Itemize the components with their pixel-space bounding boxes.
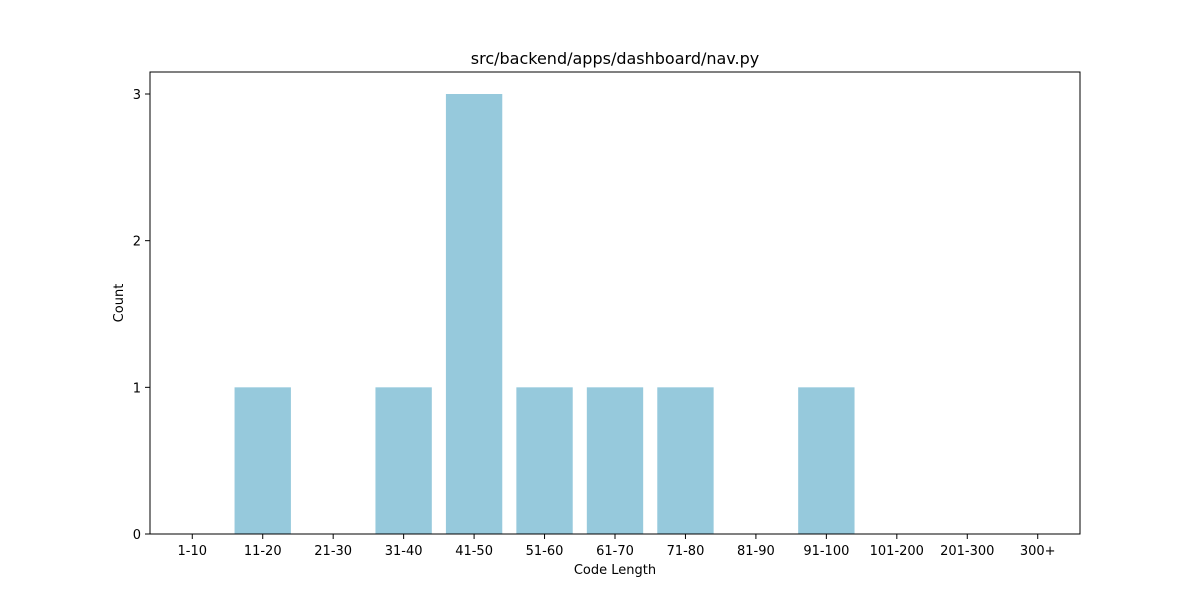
x-tick-label: 51-60 [526,544,564,559]
chart-title: src/backend/apps/dashboard/nav.py [471,49,760,68]
x-tick-label: 101-200 [870,544,924,559]
x-tick-label: 71-80 [667,544,705,559]
x-tick-label: 21-30 [314,544,352,559]
x-tick-label: 201-300 [940,544,994,559]
y-tick-label: 3 [133,88,141,103]
x-tick-label: 61-70 [596,544,634,559]
x-tick-label: 31-40 [385,544,423,559]
y-axis-ticks: 0 1 2 3 [133,88,150,543]
bar-51-60 [516,387,573,534]
x-axis-ticks: 1-10 11-20 21-30 31-40 41-50 51-60 61-70 71-80 8… [178,534,1056,559]
bar-91-100 [798,387,855,534]
bar-11-20 [234,387,291,534]
y-tick-label: 0 [133,528,141,543]
x-tick-label: 41-50 [455,544,493,559]
x-tick-label: 11-20 [244,544,282,559]
y-tick-label: 1 [133,381,141,396]
bar-71-80 [657,387,714,534]
bar-41-50 [445,94,503,534]
bars-layer [234,94,855,534]
y-tick-label: 2 [133,235,141,250]
x-tick-label: 1-10 [178,544,208,559]
bar-31-40 [375,387,432,534]
y-axis-label: Count [112,284,127,323]
x-axis-label: Code Length [574,563,656,578]
x-tick-label: 300+ [1020,544,1056,559]
x-tick-label: 91-100 [803,544,849,559]
bar-61-70 [586,387,644,534]
x-tick-label: 81-90 [737,544,775,559]
